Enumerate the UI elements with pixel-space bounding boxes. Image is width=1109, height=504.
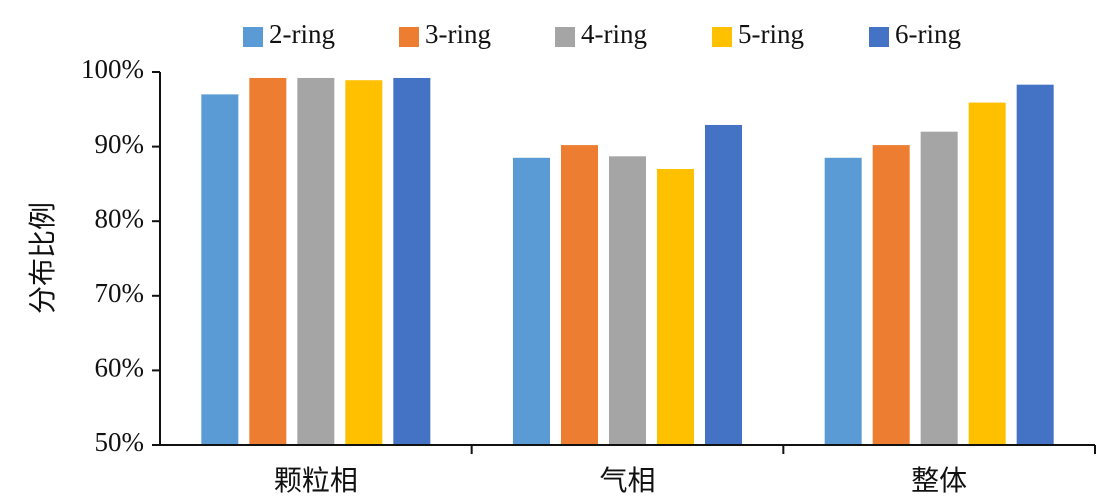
x-axis-labels: 颗粒相 气相 整体 (274, 464, 967, 497)
x-category-label: 整体 (911, 464, 967, 497)
legend-label: 4-ring (581, 19, 647, 49)
legend-swatch (869, 27, 889, 47)
chart-legend: 2-ring 3-ring 4-ring 5-ring 6-ring (243, 19, 961, 49)
x-axis-ticks (470, 445, 1096, 454)
legend-label: 2-ring (269, 19, 335, 49)
bar-5-ring-1 (345, 80, 383, 446)
legend-swatch (555, 27, 575, 47)
bar-4-ring-3 (920, 131, 958, 445)
bar-6-ring-1 (393, 77, 431, 445)
legend-swatch (243, 27, 263, 47)
y-tick-label: 90% (95, 129, 145, 159)
legend-swatch (399, 27, 419, 47)
legend-swatch (712, 27, 732, 47)
bar-6-ring-2 (705, 124, 742, 445)
bar-series (201, 77, 1054, 446)
legend-label: 6-ring (895, 19, 961, 49)
legend-label: 5-ring (738, 19, 804, 49)
bar-3-ring-2 (561, 145, 598, 445)
legend-label: 3-ring (425, 19, 491, 49)
y-tick-label: 60% (95, 353, 145, 383)
bar-2-ring-2 (513, 157, 550, 446)
bar-5-ring-2 (657, 168, 694, 446)
x-category-label: 气相 (599, 464, 655, 497)
y-tick-label: 70% (95, 278, 145, 308)
bar-5-ring-3 (968, 102, 1006, 445)
bar-6-ring-3 (1016, 84, 1054, 445)
bar-2-ring-3 (824, 157, 862, 446)
y-axis-title: 分布比例 (26, 202, 59, 314)
bar-3-ring-1 (249, 77, 287, 445)
y-tick-label: 50% (95, 427, 145, 457)
bar-4-ring-2 (609, 156, 646, 445)
y-tick-label: 80% (95, 203, 145, 233)
y-tick-label: 100% (81, 54, 144, 84)
bar-4-ring-1 (297, 77, 335, 445)
bar-2-ring-1 (201, 94, 239, 445)
x-category-label: 颗粒相 (274, 464, 358, 497)
bar-3-ring-3 (872, 145, 910, 445)
y-axis-ticks: 50% 60% 70% 80% 90% 100% (81, 54, 160, 457)
